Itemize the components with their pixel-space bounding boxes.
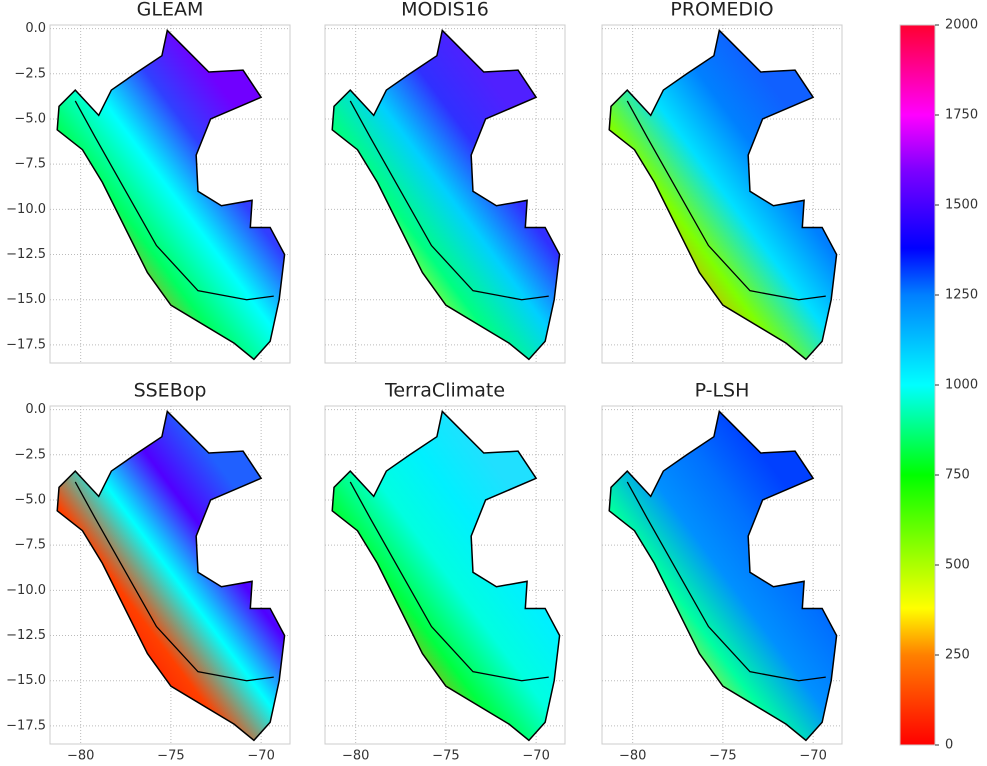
y-tick-label: −17.5 (6, 718, 46, 733)
x-tick-label: −70 (247, 749, 274, 763)
y-tick-label: −7.5 (14, 157, 46, 172)
x-tick-label: −70 (522, 749, 549, 763)
colorbar-tick-label: 1750 (945, 108, 978, 123)
panel-title: SSEBop (134, 380, 207, 402)
basin-boundary (349, 100, 549, 301)
y-tick-label: −5.0 (14, 111, 46, 126)
basin-boundary (626, 481, 826, 682)
colorbar-tick-label: 1500 (945, 198, 978, 213)
y-tick-label: −2.5 (14, 66, 46, 81)
x-tick-label: −75 (432, 749, 459, 763)
colorbar-tick-label: 0 (945, 738, 953, 753)
panel-title: P-LSH (695, 380, 750, 402)
colorbar (899, 24, 936, 746)
y-tick-label: −12.5 (6, 247, 46, 262)
colorbar-tick-label: 250 (945, 648, 970, 663)
panel-title: GLEAM (137, 0, 204, 21)
peru-map (56, 28, 286, 361)
basin-boundary (626, 100, 826, 301)
basin-boundary (74, 100, 274, 301)
peru-map (331, 28, 561, 361)
x-tick-label: −75 (709, 749, 736, 763)
colorbar-tick-label: 1000 (945, 378, 978, 393)
x-tick-label: −75 (157, 749, 184, 763)
peru-map (331, 409, 561, 742)
peru-map (608, 409, 838, 742)
y-tick-label: −17.5 (6, 337, 46, 352)
x-tick-label: −80 (67, 749, 94, 763)
x-tick-label: −80 (619, 749, 646, 763)
panel-title: MODIS16 (401, 0, 489, 21)
y-tick-label: −2.5 (14, 447, 46, 462)
x-tick-label: −80 (342, 749, 369, 763)
y-tick-label: −5.0 (14, 492, 46, 507)
colorbar-tick-label: 500 (945, 558, 970, 573)
basin-boundary (74, 481, 274, 682)
colorbar-tick-label: 750 (945, 468, 970, 483)
panel-title: TerraClimate (384, 380, 505, 402)
y-tick-label: −7.5 (14, 538, 46, 553)
y-tick-label: 0.0 (25, 21, 46, 36)
colorbar-tick-label: 2000 (945, 18, 978, 33)
colorbar-tick-label: 1250 (945, 288, 978, 303)
y-tick-label: 0.0 (25, 402, 46, 417)
x-tick-label: −70 (799, 749, 826, 763)
panel-title: PROMEDIO (670, 0, 773, 21)
peru-map (608, 28, 838, 361)
y-tick-label: −10.0 (6, 202, 46, 217)
y-tick-label: −12.5 (6, 628, 46, 643)
y-tick-label: −10.0 (6, 583, 46, 598)
y-tick-label: −15.0 (6, 673, 46, 688)
y-tick-label: −15.0 (6, 292, 46, 307)
basin-boundary (349, 481, 549, 682)
peru-map (56, 409, 286, 742)
